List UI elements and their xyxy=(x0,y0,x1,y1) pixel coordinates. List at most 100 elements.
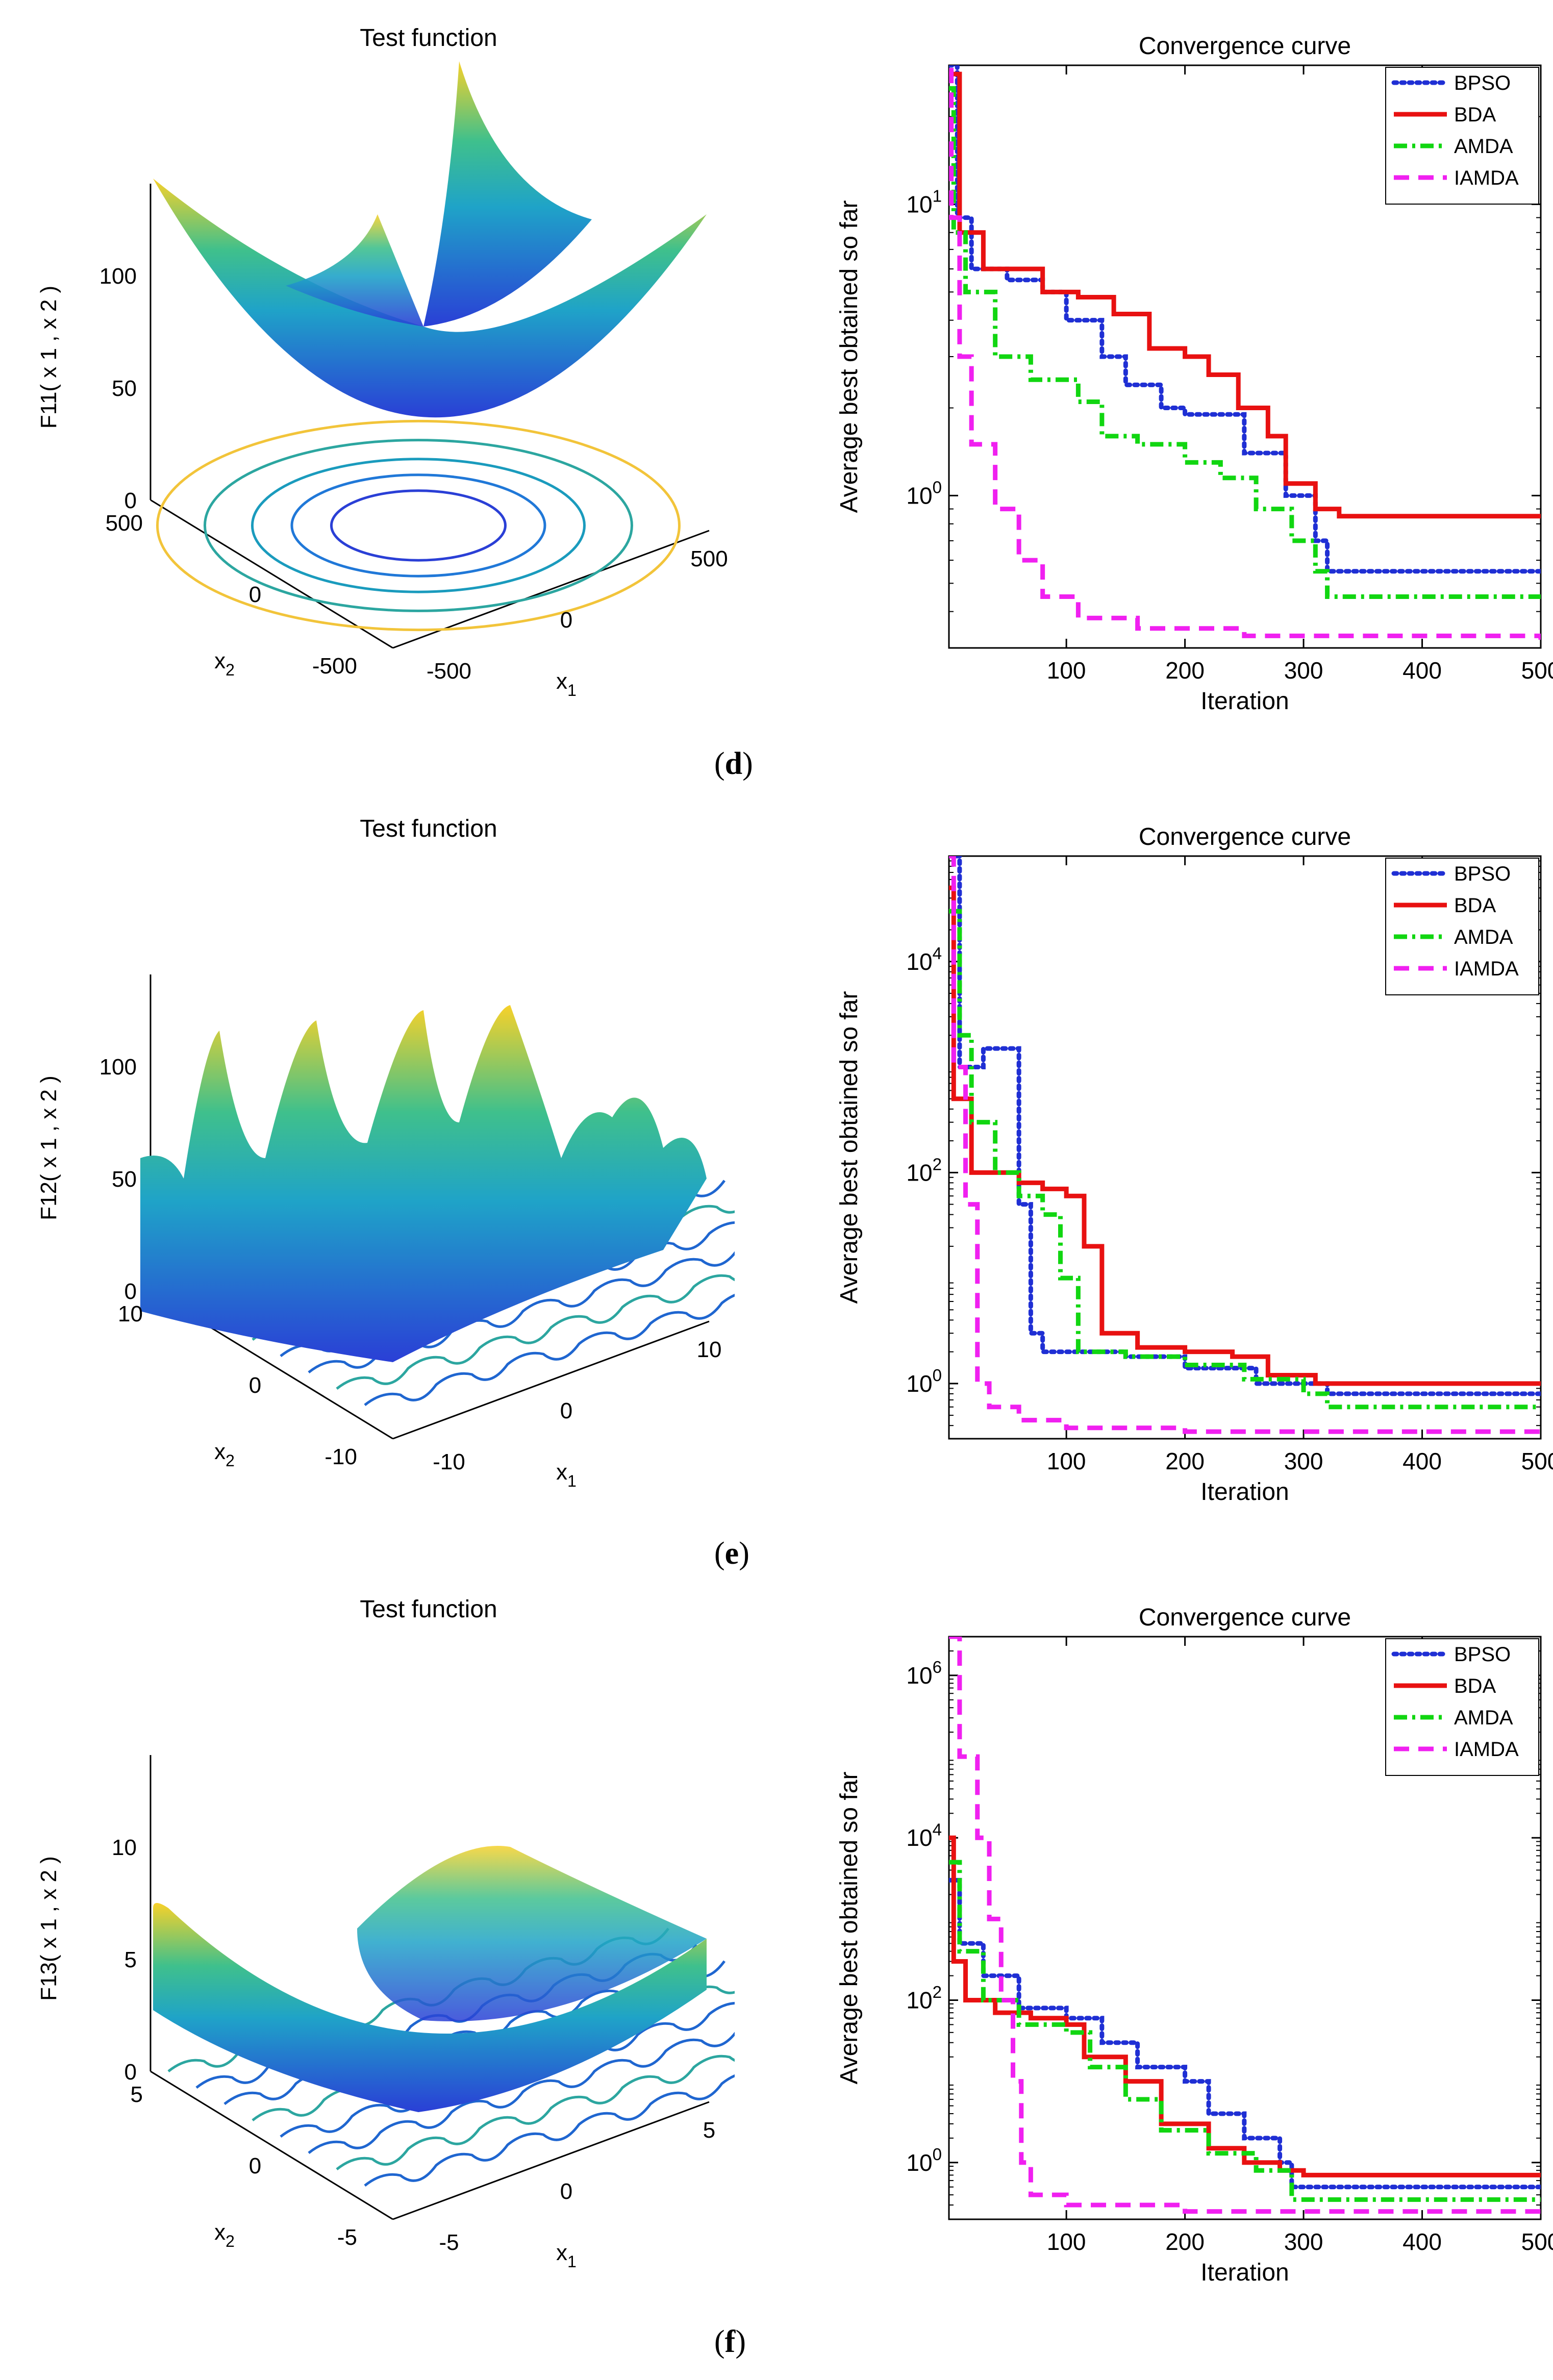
x-tick-label: 0 xyxy=(560,1398,572,1423)
y-tick-label: -500 xyxy=(312,654,357,679)
x-tick-label: -10 xyxy=(433,1449,465,1474)
y-tick-label: 5 xyxy=(131,2082,143,2107)
y-axis xyxy=(150,499,393,649)
contour-ring xyxy=(156,419,681,632)
y-tick-label: 102 xyxy=(906,1983,942,2014)
legend-label-bda: BDA xyxy=(1454,104,1496,126)
x-tick-label: 200 xyxy=(1165,657,1205,684)
surface-title: Test function xyxy=(360,1596,497,1623)
x-tick-label: 100 xyxy=(1047,657,1086,684)
panel-label-d: (d) xyxy=(714,746,753,781)
contour-line xyxy=(364,2074,735,2187)
contour-line xyxy=(336,1274,735,1390)
z-tick-label: 0 xyxy=(124,2060,137,2085)
legend-label-iamda: IAMDA xyxy=(1454,1738,1519,1761)
x-tick-label: 500 xyxy=(1521,2228,1553,2255)
x-tick-label: 200 xyxy=(1165,1448,1205,1474)
series-line-bpso xyxy=(949,856,1541,1396)
surface-title: Test function xyxy=(360,24,497,52)
panel-label-f: (f) xyxy=(714,2324,746,2359)
legend-label-bda: BDA xyxy=(1454,894,1496,917)
chart-title: Convergence curve xyxy=(1139,33,1351,60)
x-axis xyxy=(392,2101,710,2220)
y-axis-label: Average best obtained so far xyxy=(836,991,863,1304)
surface-inner-peak xyxy=(286,214,423,327)
contour-ring xyxy=(251,458,586,593)
surface-back-peak xyxy=(423,61,592,327)
x-tick-label: 200 xyxy=(1165,2228,1205,2255)
legend-label-amda: AMDA xyxy=(1454,926,1513,948)
contour-ring xyxy=(204,439,633,612)
series-line-iamda xyxy=(949,1637,1541,2214)
x-axis-label: x1 xyxy=(556,2240,577,2271)
legend-box xyxy=(1385,67,1539,205)
surface-body xyxy=(140,1005,707,1362)
y-tick-label: 102 xyxy=(906,1156,942,1186)
series-line-amda xyxy=(949,909,1541,1410)
x-tick-label: -5 xyxy=(439,2230,459,2255)
x-tick-label: 300 xyxy=(1284,1448,1323,1474)
legend-label-amda: AMDA xyxy=(1454,1707,1513,1729)
z-axis-label: F13( x 1 , x 2 ) xyxy=(36,1856,61,2001)
x-tick-label: 400 xyxy=(1402,1448,1442,1474)
legend-label-bpso: BPSO xyxy=(1454,1643,1511,1666)
x-tick-label: 5 xyxy=(703,2118,715,2143)
surface-title: Test function xyxy=(360,815,497,842)
y-axis-label: x2 xyxy=(214,648,235,679)
x-axis-label: Iteration xyxy=(1200,688,1289,715)
y-tick-label: 100 xyxy=(906,479,942,509)
x-axis xyxy=(392,1320,710,1440)
y-tick-label: 0 xyxy=(249,2153,261,2178)
x-tick-label: 400 xyxy=(1402,657,1442,684)
y-tick-label: 106 xyxy=(906,1658,942,1689)
z-tick-label: 5 xyxy=(124,1947,137,1972)
x-tick-label: 100 xyxy=(1047,2228,1086,2255)
x-axis-label: x1 xyxy=(556,669,577,699)
x-tick-label: 0 xyxy=(560,2179,572,2204)
convergence-plot-f13: Convergence curve Iteration Average best o… xyxy=(836,1604,1553,2286)
y-axis xyxy=(150,2070,393,2220)
z-tick-label: 0 xyxy=(124,488,137,513)
y-axis-label: x2 xyxy=(214,2220,235,2250)
legend-label-bpso: BPSO xyxy=(1454,863,1511,885)
contour-line xyxy=(336,2055,735,2170)
series-line-amda xyxy=(949,1860,1541,2202)
x-tick-label: 400 xyxy=(1402,2228,1442,2255)
legend-label-iamda: IAMDA xyxy=(1454,167,1519,189)
y-tick-label: 10 xyxy=(118,1301,143,1326)
y-tick-label: 104 xyxy=(906,944,942,975)
x-tick-label: 300 xyxy=(1284,657,1323,684)
series-line-bda xyxy=(949,71,1541,519)
contour-line xyxy=(364,1293,735,1406)
surface-body xyxy=(153,1903,707,2112)
y-tick-label: 0 xyxy=(249,582,261,607)
series-line-iamda xyxy=(949,65,1541,640)
series-line-amda xyxy=(949,86,1541,599)
surface-body xyxy=(153,179,707,418)
surface-back xyxy=(357,1846,707,2021)
x-tick-label: 0 xyxy=(560,608,572,633)
z-axis-label: F12( x 1 , x 2 ) xyxy=(36,1075,61,1220)
z-tick-label: 50 xyxy=(112,376,137,401)
panel-label-e: (e) xyxy=(714,1536,749,1571)
y-tick-label: -5 xyxy=(337,2225,357,2250)
series-line-bda xyxy=(949,885,1541,1386)
x-tick-label: 10 xyxy=(697,1337,722,1362)
z-tick-label: 100 xyxy=(99,1055,137,1080)
z-tick-label: 50 xyxy=(112,1167,137,1192)
x-tick-label: 300 xyxy=(1284,2228,1323,2255)
contour-line xyxy=(308,2032,735,2154)
x-tick-label: 500 xyxy=(1521,657,1553,684)
z-tick-label: 0 xyxy=(124,1279,137,1304)
y-tick-label: 100 xyxy=(906,1366,942,1397)
series-line-bda xyxy=(949,1835,1541,2177)
z-tick-label: 100 xyxy=(99,264,137,289)
legend-box xyxy=(1385,858,1539,995)
y-tick-label: 100 xyxy=(906,2145,942,2176)
z-axis-label: F11( x 1 , x 2 ) xyxy=(36,286,61,429)
x-axis-label: Iteration xyxy=(1200,2259,1289,2286)
contour-ring xyxy=(330,489,507,562)
x-tick-label: 500 xyxy=(690,546,728,571)
